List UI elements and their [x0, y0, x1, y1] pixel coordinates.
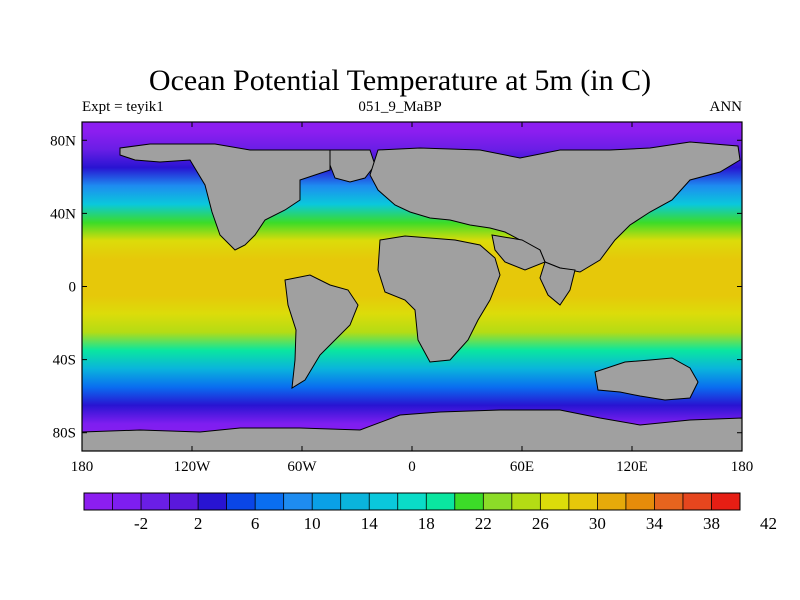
- colorbar-swatch: [397, 493, 427, 510]
- lon-tick-label: 60W: [287, 459, 317, 475]
- colorbar-label: 42: [760, 514, 777, 533]
- colorbar-swatch: [625, 493, 655, 510]
- lon-tick-label: 0: [408, 459, 416, 475]
- lat-tick-label: 40N: [50, 206, 76, 222]
- colorbar-swatch: [112, 493, 142, 510]
- land-masses: [81, 141, 743, 452]
- colorbar-swatch: [198, 493, 227, 510]
- north-america-landmass: [119, 143, 331, 251]
- lon-tick-label: 120E: [616, 459, 648, 475]
- lon-tick-label: 60E: [510, 459, 534, 475]
- colorbar: -2 2 6 10 14 18 22 26 30 34 38 42: [83, 492, 777, 533]
- colorbar-label: 34: [646, 514, 664, 533]
- season-label: ANN: [709, 99, 743, 115]
- lon-tick-label: 180: [71, 459, 94, 475]
- colorbar-label: 26: [532, 514, 549, 533]
- colorbar-label: 18: [418, 514, 435, 533]
- colorbar-swatch: [511, 493, 541, 510]
- colorbar-swatch: [169, 493, 199, 510]
- period-label: 051_9_MaBP: [358, 99, 442, 115]
- australia-landmass: [594, 357, 699, 401]
- colorbar-label: 14: [361, 514, 379, 533]
- colorbar-swatch: [597, 493, 627, 510]
- south-america-landmass: [284, 274, 359, 389]
- lon-tick-label: 180: [731, 459, 754, 475]
- colorbar-swatch: [540, 493, 570, 510]
- colorbar-label: 30: [589, 514, 606, 533]
- india-landmass: [539, 261, 576, 306]
- colorbar-label: 10: [304, 514, 321, 533]
- axis-ticks: 80N 40N 0 40S 80S 180 120W 60W 0 60E 120E 180: [50, 122, 753, 475]
- colorbar-label: 6: [251, 514, 260, 533]
- lat-tick-label: 80N: [50, 133, 76, 149]
- greenland-landmass: [329, 149, 376, 183]
- colorbar-label: -2: [134, 514, 148, 533]
- colorbar-label: 38: [703, 514, 720, 533]
- colorbar-swatch: [426, 493, 456, 510]
- colorbar-swatch: [568, 493, 598, 510]
- colorbar-swatch: [654, 493, 684, 510]
- colorbar-swatch: [255, 493, 284, 510]
- colorbar-label: 2: [194, 514, 203, 533]
- colorbar-swatch: [312, 493, 341, 510]
- colorbar-swatch: [283, 493, 313, 510]
- lat-tick-label: 80S: [53, 426, 76, 442]
- colorbar-swatch: [141, 493, 170, 510]
- africa-landmass: [377, 235, 501, 363]
- lon-tick-label: 120W: [174, 459, 212, 475]
- lat-tick-label: 40S: [53, 353, 76, 369]
- colorbar-label: 22: [475, 514, 492, 533]
- colorbar-swatch: [340, 493, 370, 510]
- colorbar-swatch: [454, 493, 484, 510]
- colorbar-swatch: [682, 493, 712, 510]
- colorbar-swatch: [226, 493, 256, 510]
- arabia-landmass: [491, 234, 546, 271]
- colorbar-swatch: [483, 493, 513, 510]
- lat-tick-label: 0: [69, 280, 77, 296]
- colorbar-swatch: [369, 493, 399, 510]
- eurasia-landmass: [369, 141, 741, 273]
- colorbar-frame: [83, 492, 741, 511]
- colorbar-swatch: [84, 493, 113, 510]
- colorbar-swatch: [711, 493, 741, 510]
- experiment-label: Expt = teyik1: [82, 99, 164, 115]
- map-title: Ocean Potential Temperature at 5m (in C): [148, 64, 652, 97]
